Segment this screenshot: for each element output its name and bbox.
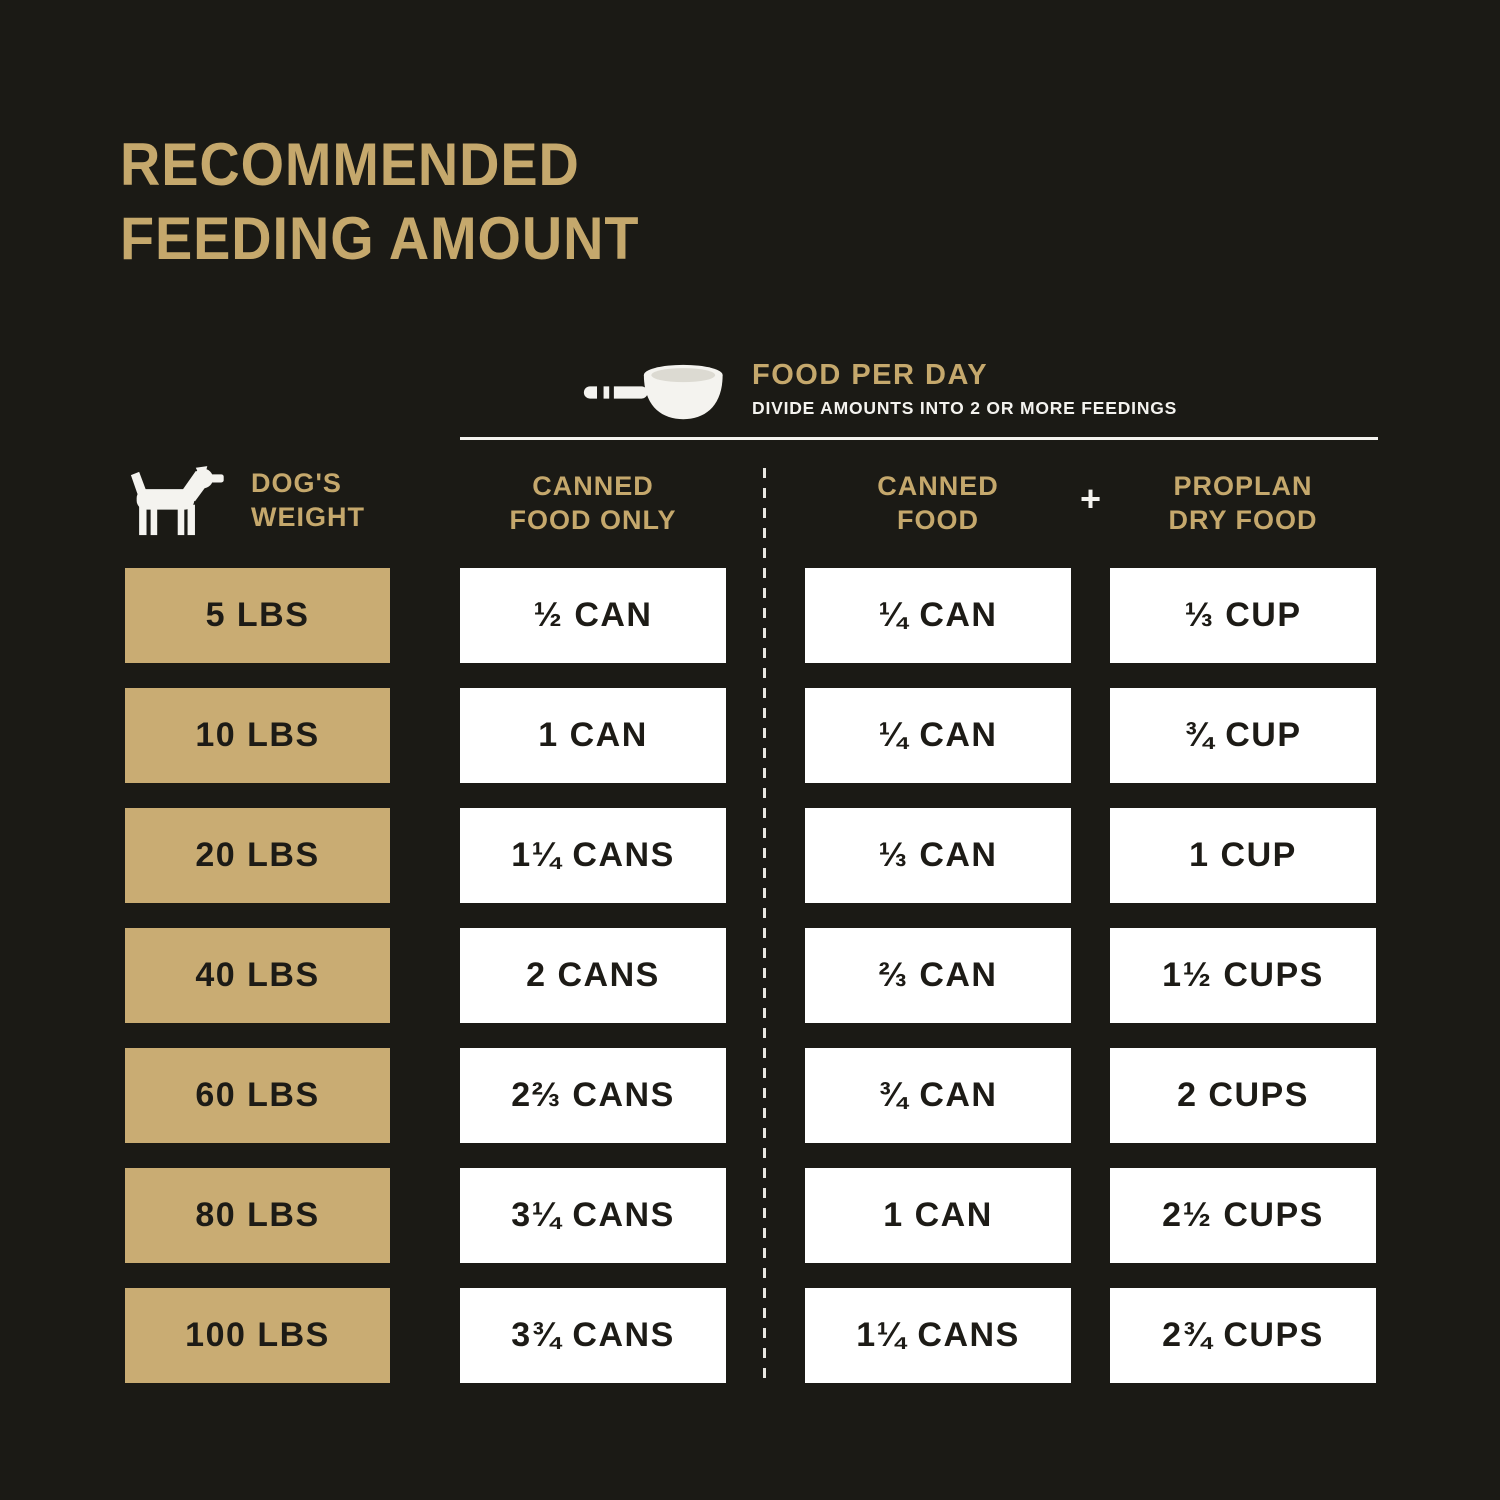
table-row: 60 LBS 2⅔ CANS ¾ CAN 2 CUPS [125,1048,1376,1143]
food-per-day-block: FOOD PER DAY DIVIDE AMOUNTS INTO 2 OR MO… [578,359,1178,422]
page-title: RECOMMENDED FEEDING AMOUNT [120,131,640,273]
weight-header-label: DOG'S WEIGHT [251,468,365,532]
table-row: 5 LBS ½ CAN ¼ CAN ⅓ CUP [125,568,1376,663]
header-spacer [726,462,805,557]
dry-cell: 2¾ CUPS [1110,1288,1376,1383]
canned-cell: ¼ CAN [805,688,1071,783]
weight-cell: 10 LBS [125,688,390,783]
weight-header: DOG'S WEIGHT [125,462,390,540]
dry-cell: ⅓ CUP [1110,568,1376,663]
weight-cell: 60 LBS [125,1048,390,1143]
header-spacer [390,462,460,557]
header-rule [460,437,1378,440]
canned-header: CANNED FOOD [877,471,999,535]
canned-cell: ¾ CAN [805,1048,1071,1143]
weight-cell: 80 LBS [125,1168,390,1263]
dry-cell: 1½ CUPS [1110,928,1376,1023]
weight-cell: 100 LBS [125,1288,390,1383]
canned-cell: 1 CAN [805,1168,1071,1263]
food-per-day-title: FOOD PER DAY [752,359,989,391]
plus-sign: + [1079,478,1102,519]
dry-cell: 2 CUPS [1110,1048,1376,1143]
food-per-day-subtitle: DIVIDE AMOUNTS INTO 2 OR MORE FEEDINGS [752,397,1178,418]
table-row: 20 LBS 1¼ CANS ⅓ CAN 1 CUP [125,808,1376,903]
table-row: 100 LBS 3¾ CANS 1¼ CANS 2¾ CUPS [125,1288,1376,1383]
canned-cell: 1¼ CANS [805,1288,1071,1383]
dashed-column-divider [763,468,766,1385]
canned-only-cell: 1 CAN [460,688,726,783]
dry-cell: 1 CUP [1110,808,1376,903]
canned-only-cell: 2⅔ CANS [460,1048,726,1143]
table-header-row: DOG'S WEIGHT CANNED FOOD ONLY CANNED FOO… [125,462,1376,557]
dog-icon [130,466,224,536]
canned-cell: ¼ CAN [805,568,1071,663]
weight-cell: 20 LBS [125,808,390,903]
weight-cell: 40 LBS [125,928,390,1023]
weight-cell: 5 LBS [125,568,390,663]
canned-cell: ⅓ CAN [805,808,1071,903]
table-row: 80 LBS 3¼ CANS 1 CAN 2½ CUPS [125,1168,1376,1263]
canned-cell: ⅔ CAN [805,928,1071,1023]
canned-only-header: CANNED FOOD ONLY [509,471,677,535]
table-row: 10 LBS 1 CAN ¼ CAN ¾ CUP [125,688,1376,783]
canned-only-cell: 3¼ CANS [460,1168,726,1263]
dry-cell: ¾ CUP [1110,688,1376,783]
canned-only-cell: 3¾ CANS [460,1288,726,1383]
dry-food-header: PROPLAN DRY FOOD [1168,471,1318,535]
dry-cell: 2½ CUPS [1110,1168,1376,1263]
canned-only-cell: 1¼ CANS [460,808,726,903]
table-row: 40 LBS 2 CANS ⅔ CAN 1½ CUPS [125,928,1376,1023]
feeding-table-body: 5 LBS ½ CAN ¼ CAN ⅓ CUP 10 LBS 1 CAN ¼ C… [125,568,1376,1383]
canned-only-cell: ½ CAN [460,568,726,663]
canned-only-cell: 2 CANS [460,928,726,1023]
food-per-day-text: FOOD PER DAY DIVIDE AMOUNTS INTO 2 OR MO… [752,359,1178,419]
measuring-cup-icon [583,364,723,420]
